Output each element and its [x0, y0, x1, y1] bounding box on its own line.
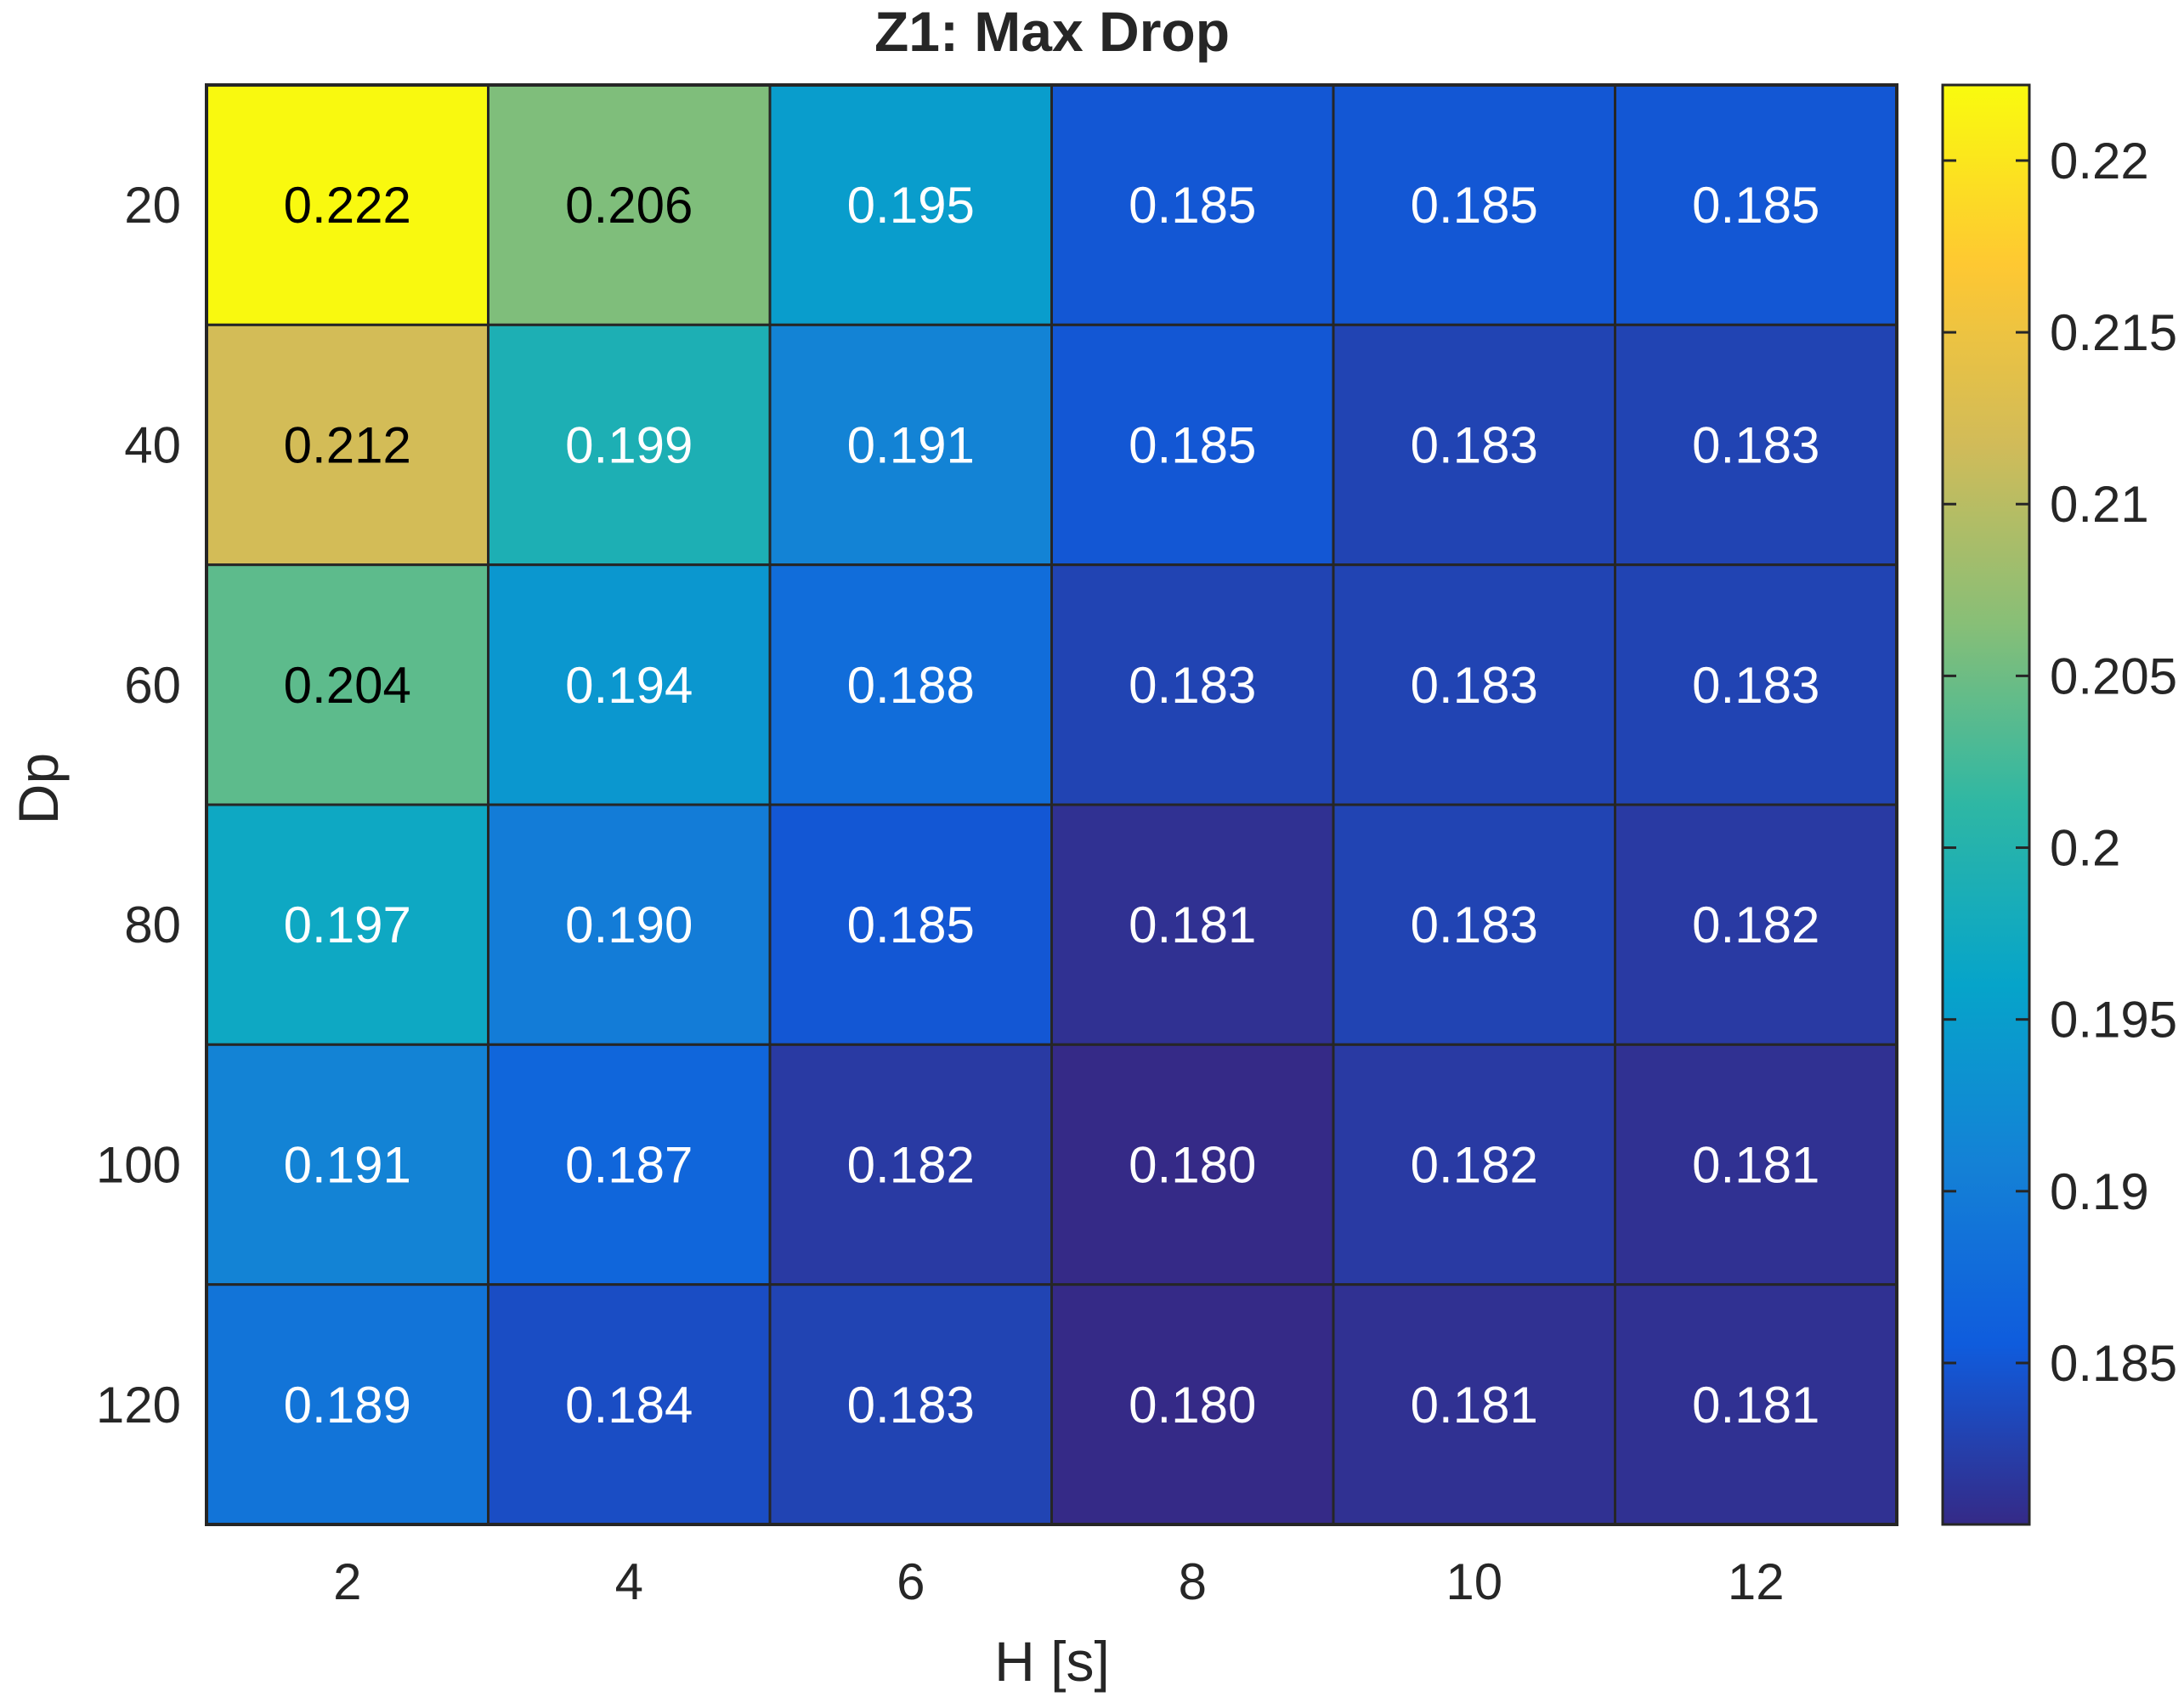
- cell-value-label: 0.185: [1129, 177, 1256, 234]
- cell-value-label: 0.183: [847, 1377, 975, 1434]
- colorbar-tick-label: 0.205: [2050, 648, 2177, 704]
- heatmap-cell: [487, 83, 772, 326]
- cell-value-label: 0.183: [1692, 417, 1819, 474]
- heatmap-cell: [1050, 1043, 1335, 1287]
- y-axis-label: Dp: [7, 753, 70, 824]
- x-tick-label: 2: [333, 1553, 361, 1610]
- cell-value-label: 0.195: [847, 177, 975, 234]
- heatmap-cell: [1332, 563, 1616, 806]
- heatmap-cell: [1050, 83, 1335, 326]
- cell-value-label: 0.204: [284, 657, 411, 714]
- heatmap-cell: [1050, 323, 1335, 567]
- heatmap-cell: [768, 563, 1053, 806]
- heatmap-cell: [1050, 563, 1335, 806]
- colorbar-tick-label: 0.195: [2050, 992, 2177, 1049]
- cell-value-label: 0.188: [847, 657, 975, 714]
- heatmap-cell: [487, 563, 772, 806]
- colorbar-gradient: [1941, 83, 2031, 1526]
- heatmap-cell: [205, 1043, 489, 1287]
- heatmap-cell: [1614, 323, 1898, 567]
- heatmap-cell: [1614, 83, 1898, 326]
- cell-value-label: 0.185: [1411, 177, 1538, 234]
- heatmap-cell: [768, 1043, 1053, 1287]
- cell-value-label: 0.183: [1692, 657, 1819, 714]
- y-tick-label: 100: [96, 1137, 181, 1194]
- cell-value-label: 0.182: [1411, 1137, 1538, 1194]
- heatmap-cell: [487, 323, 772, 567]
- x-tick-label: 10: [1446, 1553, 1502, 1610]
- cell-value-label: 0.191: [847, 417, 975, 474]
- y-tick-label: 80: [124, 896, 181, 953]
- cell-value-label: 0.189: [284, 1377, 411, 1434]
- cell-value-label: 0.185: [847, 896, 975, 953]
- colorbar-tick-label: 0.21: [2050, 476, 2149, 533]
- cell-value-label: 0.181: [1692, 1137, 1819, 1194]
- cell-value-label: 0.184: [565, 1377, 693, 1434]
- axes: 2 4 6 8 10 12 20 40 60 80 100 120: [96, 177, 1785, 1610]
- colorbar-tick-label: 0.22: [2050, 133, 2149, 189]
- cell-value-label: 0.181: [1692, 1377, 1819, 1434]
- heatmap-cell: [1332, 1283, 1616, 1526]
- heatmap-cell: [205, 83, 489, 326]
- heatmap-cell: [205, 563, 489, 806]
- cell-value-label: 0.183: [1411, 657, 1538, 714]
- chart-title: Z1: Max Drop: [874, 0, 1230, 63]
- cell-value-label: 0.187: [565, 1137, 693, 1194]
- cell-value-label: 0.183: [1129, 657, 1256, 714]
- cell-value-label: 0.183: [1411, 896, 1538, 953]
- cell-value-label: 0.212: [284, 417, 411, 474]
- cell-value-label: 0.185: [1129, 417, 1256, 474]
- heatmap-cell: [1332, 83, 1616, 326]
- colorbar-tick-label: 0.19: [2050, 1163, 2149, 1220]
- colorbar: 0.185 0.19 0.195 0.2 0.205 0.21 0.215 0.22: [1941, 83, 2177, 1526]
- heatmap-cell: [205, 803, 489, 1046]
- heatmap-cell: [1332, 1043, 1616, 1287]
- x-tick-label: 4: [615, 1553, 643, 1610]
- cell-value-label: 0.181: [1411, 1377, 1538, 1434]
- x-axis-label: H [s]: [994, 1630, 1110, 1693]
- heatmap-cell: [1332, 803, 1616, 1046]
- plot-border: [205, 83, 1898, 1526]
- x-tick-label: 12: [1728, 1553, 1785, 1610]
- cell-value-label: 0.191: [284, 1137, 411, 1194]
- cell-value-label: 0.206: [565, 177, 693, 234]
- heatmap-cell: [1614, 1283, 1898, 1526]
- heatmap-cells: [205, 83, 1898, 1526]
- y-tick-label: 20: [124, 177, 181, 234]
- cell-value-label: 0.197: [284, 896, 411, 953]
- cell-value-label: 0.180: [1129, 1137, 1256, 1194]
- y-tick-label: 120: [96, 1377, 181, 1434]
- cell-value-label: 0.182: [847, 1137, 975, 1194]
- cell-value-label: 0.190: [565, 896, 693, 953]
- cell-value-label: 0.194: [565, 657, 693, 714]
- heatmap-cell: [1614, 563, 1898, 806]
- heatmap-cell: [768, 803, 1053, 1046]
- heatmap-value-labels: 0.222 0.206 0.195 0.185 0.185 0.185 0.212 0.199…: [284, 177, 1820, 1434]
- y-tick-label: 40: [124, 417, 181, 474]
- cell-value-label: 0.181: [1129, 896, 1256, 953]
- cell-value-label: 0.222: [284, 177, 411, 234]
- colorbar-tick-label: 0.185: [2050, 1335, 2177, 1392]
- x-tick-label: 8: [1179, 1553, 1207, 1610]
- cell-value-label: 0.182: [1692, 896, 1819, 953]
- heatmap-cell: [1050, 803, 1335, 1046]
- colorbar-tick-label: 0.215: [2050, 304, 2177, 361]
- cell-value-label: 0.180: [1129, 1377, 1256, 1434]
- heatmap-cell: [205, 1283, 489, 1526]
- cell-value-label: 0.183: [1411, 417, 1538, 474]
- heatmap-cell: [487, 803, 772, 1046]
- cell-value-label: 0.199: [565, 417, 693, 474]
- x-tick-label: 6: [897, 1553, 925, 1610]
- cell-value-label: 0.185: [1692, 177, 1819, 234]
- y-tick-label: 60: [124, 657, 181, 714]
- colorbar-tick-label: 0.2: [2050, 820, 2120, 877]
